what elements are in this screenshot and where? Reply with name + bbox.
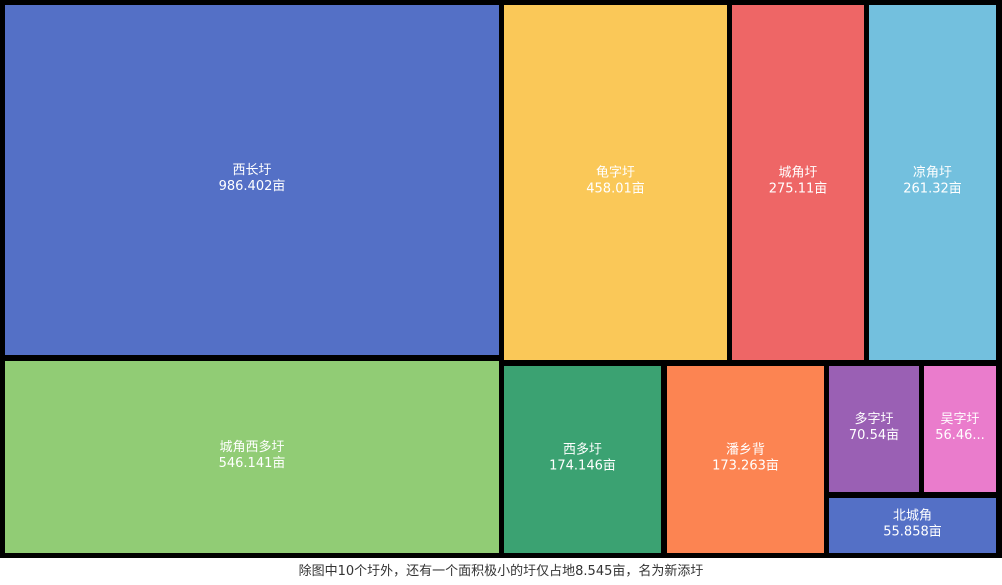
treemap-tile-name-item-9: 北城角 <box>893 509 932 524</box>
treemap-tile-item-5[interactable] <box>504 366 661 553</box>
treemap-tile-name-item-3: 城角圩 <box>778 166 817 181</box>
treemap-tile-value-item-7: 70.54亩 <box>849 427 899 443</box>
treemap-tile-value-item-2: 458.01亩 <box>586 181 645 197</box>
treemap-tile-item-8[interactable] <box>924 366 996 492</box>
treemap-tile-item-7[interactable] <box>829 366 919 492</box>
treemap-tile-value-item-1: 546.141亩 <box>219 455 286 471</box>
treemap-tile-name-item-1: 城角西多圩 <box>219 439 284 455</box>
treemap-tile-value-item-3: 275.11亩 <box>769 181 828 197</box>
treemap-tile-value-item-5: 174.146亩 <box>549 458 616 474</box>
treemap-tile-item-3[interactable] <box>732 5 864 360</box>
treemap-tile-name-item-0: 西长圩 <box>232 163 271 178</box>
treemap-tile-name-item-5: 西多圩 <box>563 442 602 458</box>
treemap-tile-value-item-9: 55.858亩 <box>883 524 942 540</box>
chart-caption: 除图中10个圩外，还有一个面积极小的圩仅占地8.545亩，名为新添圩 <box>298 564 704 579</box>
treemap-tile-value-item-6: 173.263亩 <box>712 458 779 474</box>
treemap-tile-value-item-8: 56.46... <box>935 428 985 443</box>
treemap-tile-item-1[interactable] <box>5 361 499 553</box>
treemap-tile-name-item-4: 凉角圩 <box>913 166 952 181</box>
treemap-tile-item-9[interactable] <box>829 498 996 553</box>
treemap-tile-item-4[interactable] <box>869 5 996 360</box>
treemap-tile-name-item-2: 龟字圩 <box>596 166 635 181</box>
treemap-tile-name-item-6: 潘乡背 <box>726 443 765 458</box>
treemap-tile-value-item-4: 261.32亩 <box>903 181 962 197</box>
treemap-tile-item-0[interactable] <box>5 5 499 355</box>
treemap-tile-item-2[interactable] <box>504 5 727 360</box>
treemap-tile-item-6[interactable] <box>667 366 824 553</box>
treemap-tile-name-item-7: 多字圩 <box>854 411 893 427</box>
treemap-tile-value-item-0: 986.402亩 <box>219 178 286 194</box>
treemap-tile-name-item-8: 吴字圩 <box>940 412 979 427</box>
